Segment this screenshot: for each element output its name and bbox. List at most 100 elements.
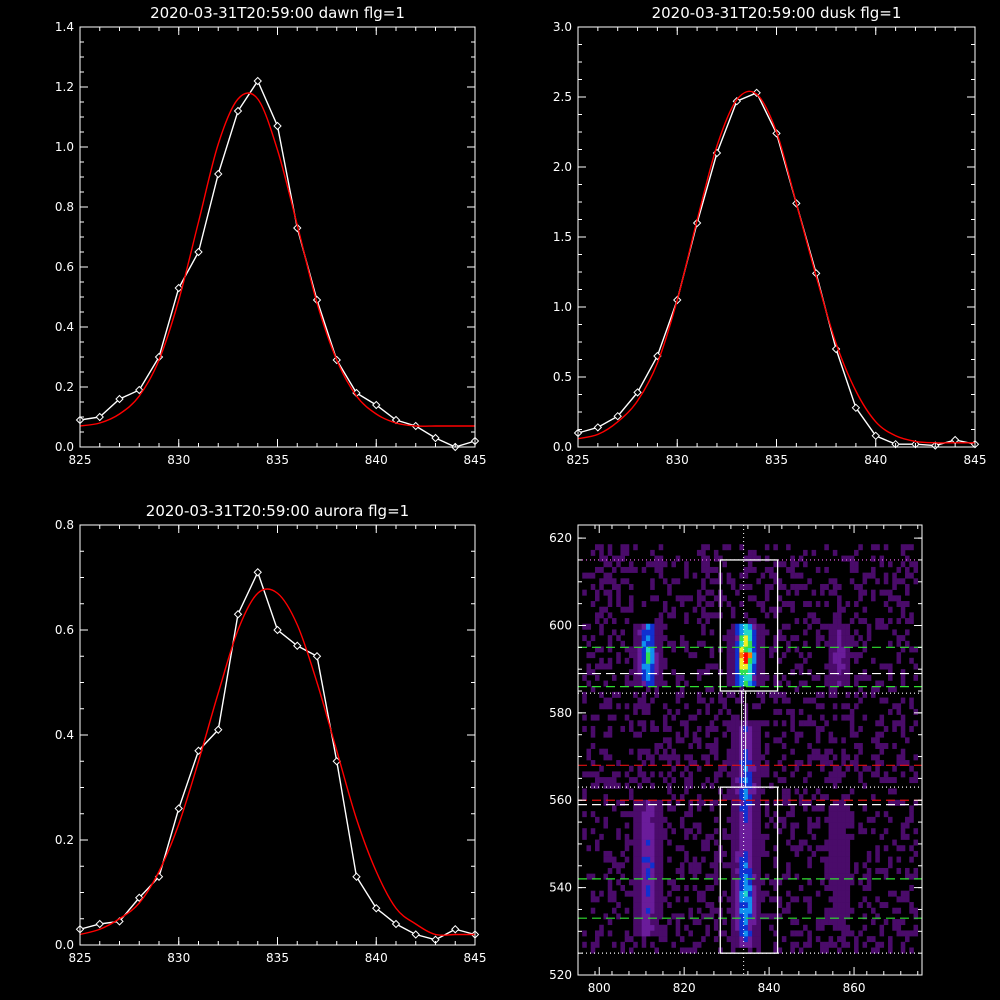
heatmap-cell xyxy=(845,845,851,852)
heatmap-cell xyxy=(735,680,740,687)
heatmap-cell xyxy=(752,640,757,647)
heatmap-cell xyxy=(696,601,702,607)
heatmap-cell xyxy=(845,873,851,880)
heatmap-cell xyxy=(633,652,638,659)
heatmap-cell xyxy=(803,561,808,568)
heatmap-cell xyxy=(781,691,787,698)
heatmap-cell xyxy=(773,930,778,937)
heatmap-cell xyxy=(747,720,753,727)
heatmap-cell xyxy=(828,896,834,903)
heatmap-cell xyxy=(756,805,761,812)
heatmap-cell xyxy=(603,822,609,829)
heatmap-cell xyxy=(849,816,855,823)
heatmap-cell xyxy=(594,782,600,789)
heatmap-cell xyxy=(752,788,757,795)
heatmap-cell xyxy=(756,737,761,744)
heatmap-cell xyxy=(773,941,778,948)
heatmap-cell xyxy=(641,811,647,818)
heatmap-cell xyxy=(841,907,846,914)
heatmap-cell xyxy=(756,646,761,653)
heatmap-cell xyxy=(875,850,880,857)
heatmap-cell xyxy=(858,879,863,886)
heatmap-cell xyxy=(603,816,609,823)
heatmap-cell xyxy=(845,885,851,891)
heatmap-cell xyxy=(658,850,664,857)
heatmap-cell xyxy=(650,890,655,897)
heatmap-cell xyxy=(781,674,787,681)
heatmap-cell xyxy=(696,725,702,732)
heatmap-cell xyxy=(905,566,910,573)
heatmap-cell xyxy=(832,657,838,664)
heatmap-cell xyxy=(684,788,689,795)
heatmap-cell xyxy=(909,885,914,891)
heatmap-cell xyxy=(730,760,736,767)
heatmap-cell xyxy=(696,708,702,715)
heatmap-cell xyxy=(730,743,736,749)
heatmap-cell xyxy=(824,845,829,852)
heatmap-cell xyxy=(871,907,876,914)
heatmap-cell xyxy=(743,896,749,903)
heatmap-cell xyxy=(633,680,638,687)
heatmap-cell xyxy=(739,907,744,914)
heatmap-cell xyxy=(832,646,838,653)
heatmap-cell xyxy=(713,555,719,562)
heatmap-cell xyxy=(781,601,787,607)
heatmap-cell xyxy=(790,919,795,926)
heatmap-cell xyxy=(650,879,655,886)
heatmap-cell xyxy=(777,828,783,835)
heatmap-cell xyxy=(756,652,761,659)
heatmap-cell xyxy=(599,924,604,931)
heatmap-cell xyxy=(671,805,676,812)
heatmap-cell xyxy=(828,907,834,914)
heatmap-cell xyxy=(773,612,778,619)
heatmap-cell xyxy=(866,873,872,880)
heatmap-cell xyxy=(726,652,732,659)
heatmap-cell xyxy=(730,862,736,869)
heatmap-cell xyxy=(743,555,749,562)
heatmap-cell xyxy=(696,890,702,897)
heatmap-cell xyxy=(798,669,804,676)
heatmap-cell xyxy=(841,896,846,903)
heatmap-cell xyxy=(773,635,778,642)
heatmap-cell xyxy=(790,896,795,903)
heatmap-cell xyxy=(837,799,842,806)
heatmap-cell xyxy=(760,720,766,727)
heatmap-cell xyxy=(854,612,859,619)
heatmap-cell xyxy=(739,822,744,829)
heatmap-cell xyxy=(756,765,761,772)
data-point-marker xyxy=(233,106,243,116)
heatmap-cell xyxy=(616,601,621,607)
heatmap-cell xyxy=(730,896,736,903)
heatmap-cell xyxy=(739,572,744,579)
heatmap-cell xyxy=(603,782,609,789)
heatmap-cell xyxy=(679,686,685,693)
heatmap-cell xyxy=(722,595,727,602)
heatmap-cell xyxy=(654,805,659,812)
heatmap-cell xyxy=(624,771,630,778)
heatmap-cell xyxy=(701,640,706,647)
heatmap-cell xyxy=(756,578,761,585)
heatmap-cell xyxy=(773,572,778,579)
heatmap-cell xyxy=(645,833,651,840)
heatmap-cell xyxy=(752,867,757,874)
heatmap-cell xyxy=(624,606,630,613)
heatmap-cell xyxy=(620,555,626,562)
heatmap-cell xyxy=(913,913,919,920)
heatmap-cell xyxy=(739,657,744,664)
heatmap-cell xyxy=(684,885,689,891)
heatmap-cell xyxy=(828,771,834,778)
heatmap-cell xyxy=(862,782,868,789)
heatmap-cell xyxy=(633,629,638,636)
heatmap-cell xyxy=(807,828,812,835)
heatmap-cell xyxy=(705,663,710,670)
heatmap-cell xyxy=(641,703,647,710)
heatmap-cell xyxy=(883,743,889,749)
heatmap-cell xyxy=(713,725,719,732)
heatmap-cell xyxy=(747,765,753,772)
heatmap-cell xyxy=(747,850,753,857)
heatmap-cell xyxy=(790,805,795,812)
heatmap-cell xyxy=(896,703,902,710)
heatmap-cell xyxy=(713,799,719,806)
heatmap-cell xyxy=(781,799,787,806)
